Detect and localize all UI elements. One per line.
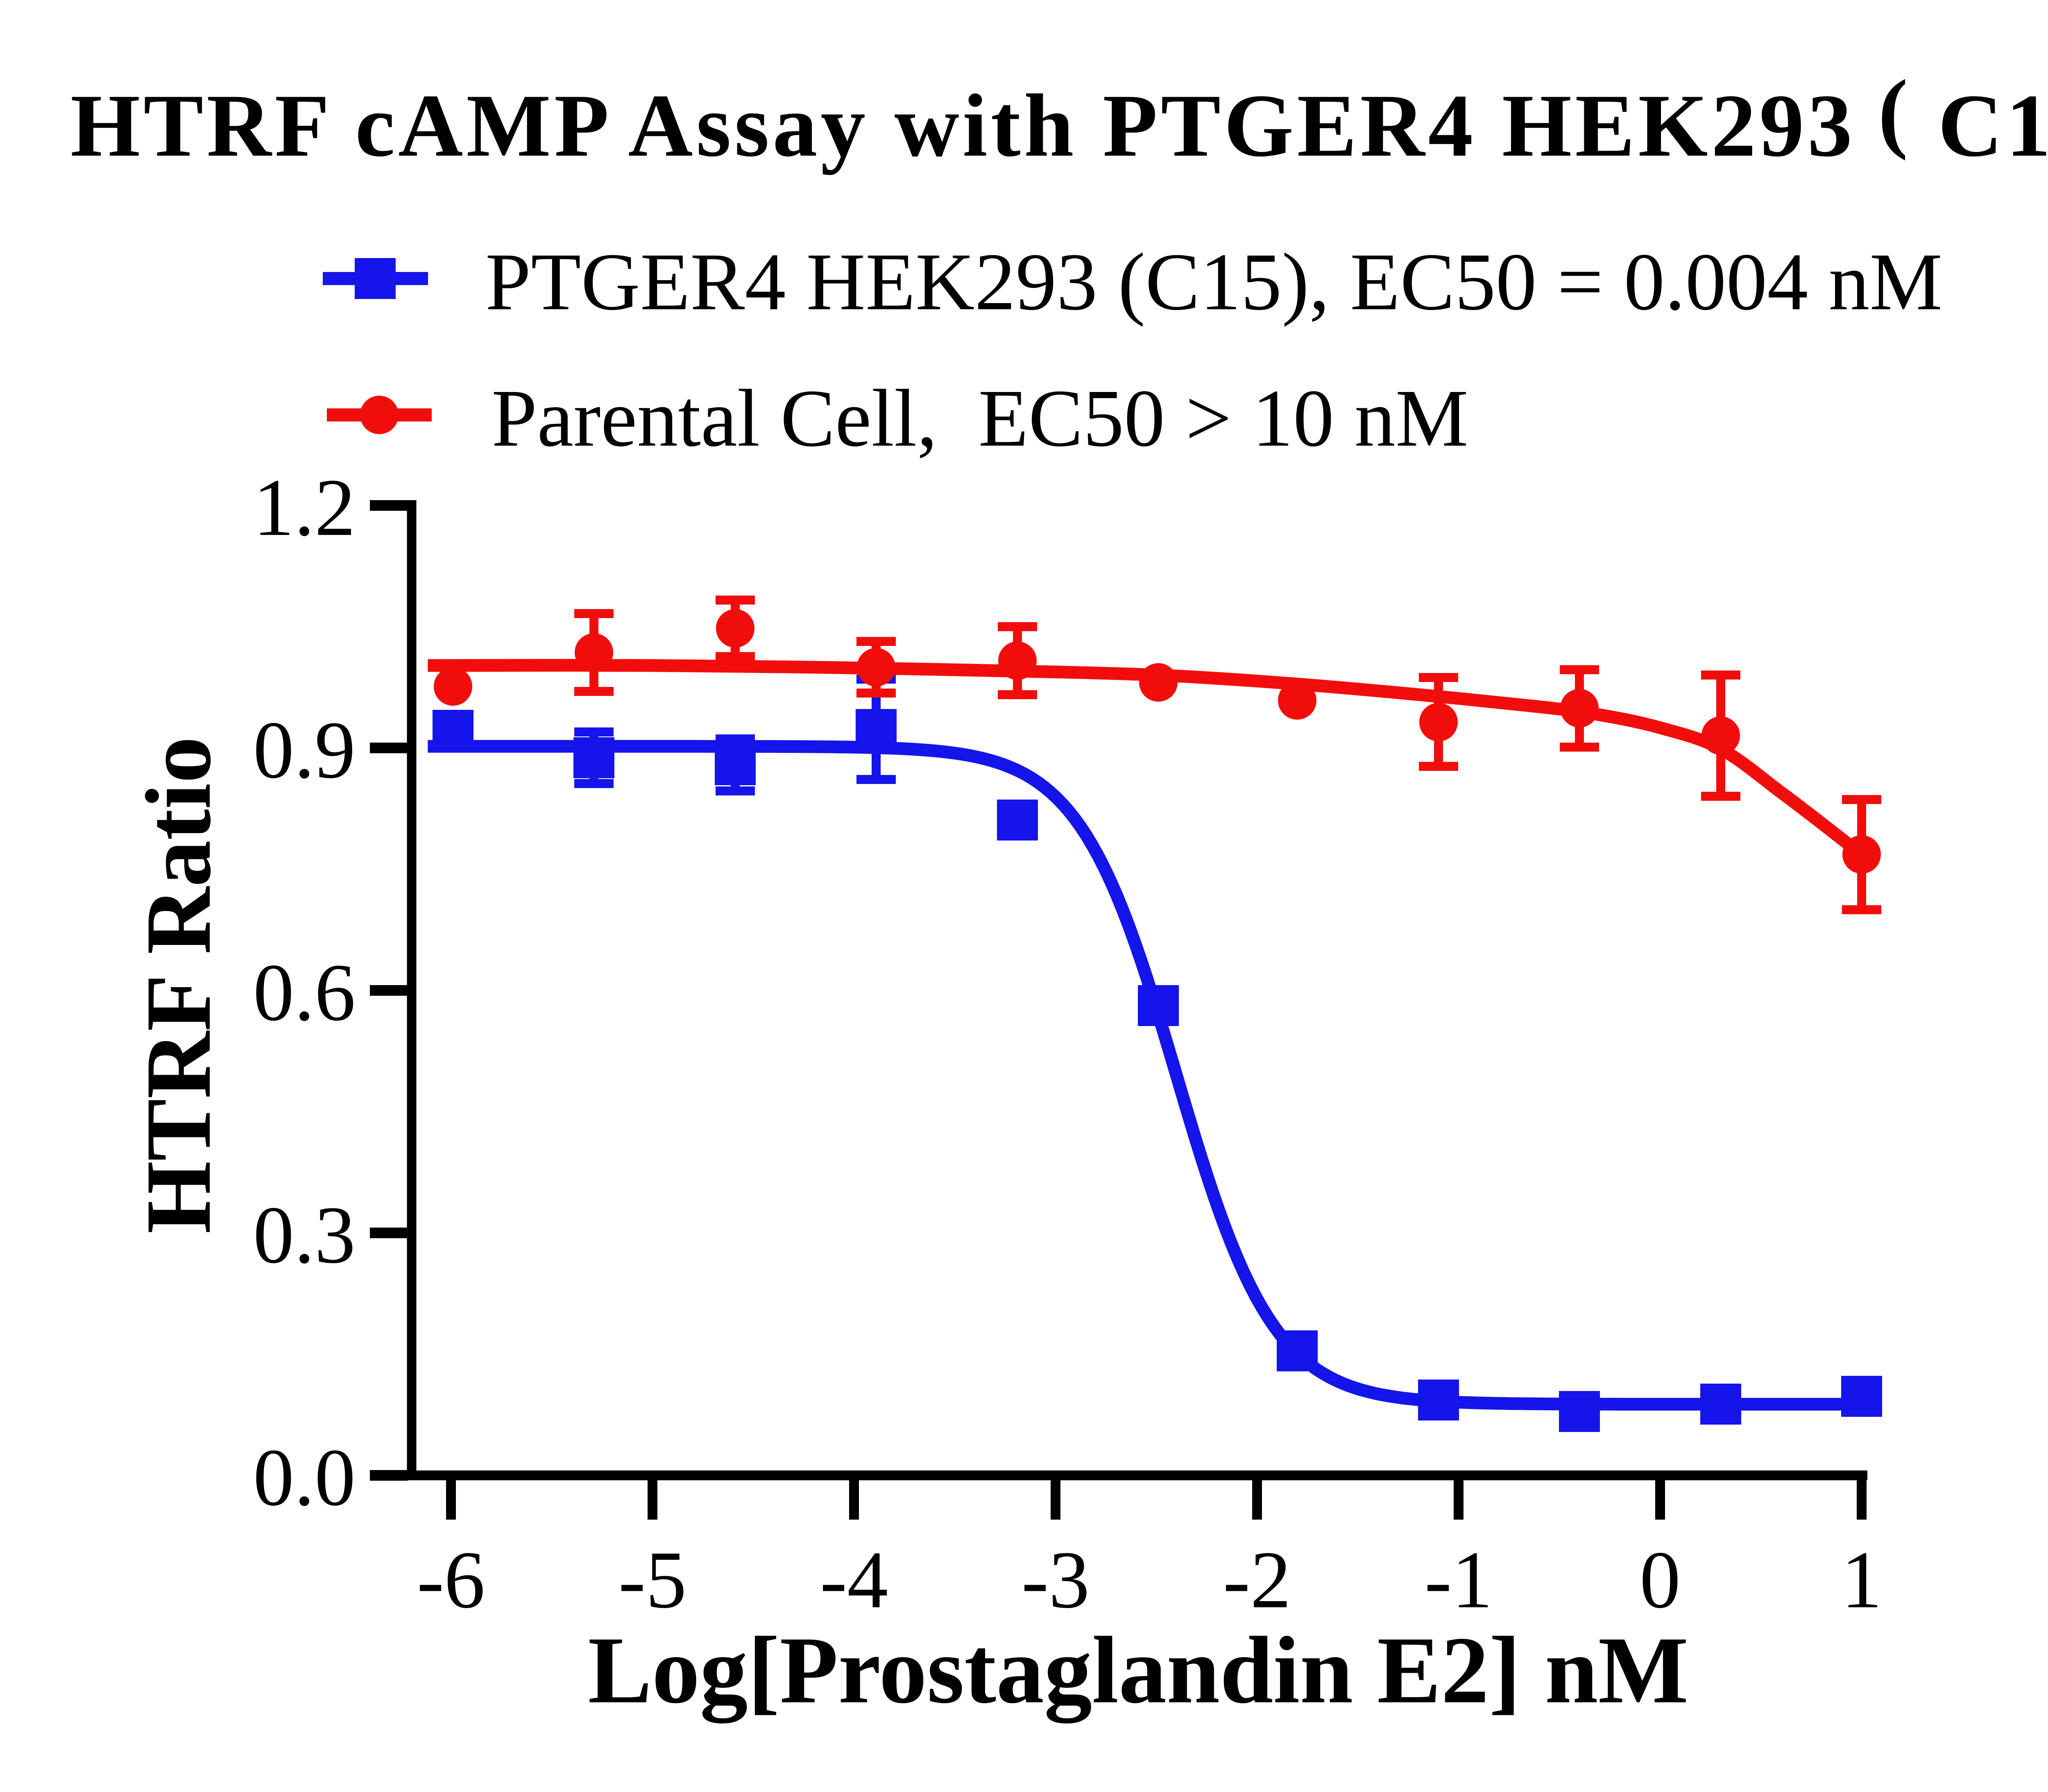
svg-text:Log[Prostaglandin E2] nM: Log[Prostaglandin E2] nM xyxy=(588,1617,1688,1724)
svg-text:0.0: 0.0 xyxy=(253,1432,356,1523)
svg-text:-1: -1 xyxy=(1425,1535,1493,1625)
svg-text:-4: -4 xyxy=(820,1535,888,1625)
svg-text:-6: -6 xyxy=(417,1535,485,1625)
svg-text:Parental Cell, EC50 > 10 nM: Parental Cell, EC50 > 10 nM xyxy=(492,373,1468,464)
svg-text:0.9: 0.9 xyxy=(253,705,356,795)
svg-text:0.6: 0.6 xyxy=(253,947,356,1038)
svg-text:-5: -5 xyxy=(618,1535,687,1625)
svg-text:HTRF cAMP Assay with PTGER4 HE: HTRF cAMP Assay with PTGER4 HEK293(C15) xyxy=(70,62,2048,175)
svg-text:1.2: 1.2 xyxy=(253,462,356,553)
svg-text:0.3: 0.3 xyxy=(253,1190,356,1280)
svg-text:PTGER4 HEK293 (C15), EC50 = 0.: PTGER4 HEK293 (C15), EC50 = 0.004 nM xyxy=(485,237,1942,327)
svg-text:-2: -2 xyxy=(1223,1535,1291,1625)
svg-text:0: 0 xyxy=(1640,1535,1681,1625)
svg-text:1: 1 xyxy=(1841,1535,1882,1625)
svg-text:HTRF Ratio: HTRF Ratio xyxy=(127,736,230,1234)
svg-text:-3: -3 xyxy=(1022,1535,1090,1625)
